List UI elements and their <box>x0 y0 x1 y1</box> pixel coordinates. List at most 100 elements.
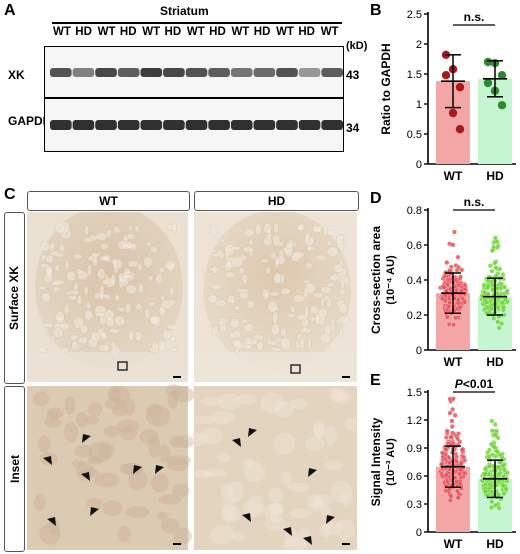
panel-label-b: B <box>370 2 382 19</box>
arrowheads <box>43 428 335 545</box>
chart-b-point <box>441 71 451 80</box>
inset-box-hd <box>290 364 301 374</box>
blot-lane-9: WT <box>231 26 250 38</box>
blot-xk-band-2 <box>72 68 95 77</box>
blot-lane-10: HD <box>253 26 271 38</box>
chart-b-ytick-0: 0 <box>416 159 422 171</box>
blot-gapdh-band-2 <box>72 120 95 130</box>
blot-gapdh-band-3 <box>95 120 117 130</box>
panel-label-e: E <box>370 372 381 389</box>
blot-xk-band-4 <box>117 68 140 77</box>
panel-c-column-wt: WT <box>27 191 190 211</box>
blot-xk-band-8 <box>208 68 230 77</box>
chart-d: 0 0.2 0.4 0.6 0.8 Cross-section area (10⁻⁴ AU)… <box>370 195 516 369</box>
blot-xk-band-11 <box>276 68 298 77</box>
blot-gapdh-membrane <box>44 98 344 152</box>
blot-gapdh-band-9 <box>230 120 253 130</box>
blot-xk-band-12 <box>298 68 321 77</box>
micrograph-hd-inset <box>194 386 357 550</box>
blot-gapdh-band-7 <box>185 120 208 130</box>
blot-row-label-xk: XK <box>8 68 25 82</box>
chart-d-significance: n.s. <box>464 195 485 209</box>
blot-xk-band-5 <box>140 68 163 77</box>
chart-d-ytick-2: 0.4 <box>407 275 422 287</box>
blot-region-label: Striatum <box>160 4 209 18</box>
blot-lane-8: HD <box>209 26 226 38</box>
panel-label-a: A <box>4 2 16 19</box>
chart-b-point <box>497 101 507 110</box>
blot-xk-band-6 <box>163 68 185 77</box>
chart-b-point <box>448 108 458 118</box>
chart-b-point <box>455 125 465 134</box>
scale-bar-hd <box>342 376 350 378</box>
chart-e-ytick-2: 0.6 <box>407 471 422 483</box>
panel-c-column-hd: HD <box>194 191 359 211</box>
blot-lane-12: HD <box>298 26 315 38</box>
inset-box-wt <box>117 361 128 371</box>
blot-lane-labels: WT HD WT HD WT HD WT HD WT HD WT HD WT <box>52 26 342 42</box>
chart-b-significance: n.s. <box>464 10 485 24</box>
blot-row-label-gapdh: GAPDH <box>8 114 52 128</box>
blot-xk-band-13 <box>321 68 343 77</box>
chart-d-ytick-3: 0.6 <box>407 240 422 252</box>
chart-b-point <box>483 57 493 67</box>
blot-lane-4: HD <box>119 26 137 38</box>
blot-lane-13: WT <box>320 26 339 38</box>
chart-e-xtick-wt: WT <box>444 537 463 551</box>
chart-b-ytick-2: 1 <box>416 99 422 111</box>
blot-gapdh-band-13 <box>321 120 343 130</box>
blot-gapdh-band-6 <box>163 120 185 130</box>
panel-c-row-surface-xk: Surface XK <box>4 212 25 384</box>
blot-gapdh-band-4 <box>117 120 140 130</box>
chart-b-ytick-3: 1.5 <box>407 69 422 81</box>
chart-e-ytick-1: 0.3 <box>407 499 422 511</box>
blot-lane-5: WT <box>142 26 161 38</box>
blot-xk-band-3 <box>95 68 117 77</box>
blot-gapdh-band-12 <box>298 120 321 130</box>
blot-lane-2: HD <box>75 26 92 38</box>
blot-xk-band-9 <box>230 68 253 77</box>
blot-xk-membrane <box>44 46 344 98</box>
chart-b: 0 0.5 1 1.5 2 2.5 Ratio to GAPDH WT HD n.s. <box>379 9 516 183</box>
chart-b-ylabel: Ratio to GAPDH <box>379 43 393 134</box>
blot-lane-7: WT <box>186 26 205 38</box>
blot-gapdh-band-1 <box>50 120 72 130</box>
blot-xk-band-10 <box>253 68 276 77</box>
chart-b-point <box>455 83 465 92</box>
scale-bar-wt <box>173 376 181 378</box>
chart-e-ytick-0: 0 <box>416 527 422 539</box>
chart-d-ylabel: Cross-section area <box>370 226 383 334</box>
panel-label-d: D <box>370 190 382 207</box>
chart-e-ytick-3: 0.9 <box>407 443 422 455</box>
chart-b-xtick-hd: HD <box>486 169 504 183</box>
chart-b-ytick-4: 2 <box>416 39 422 51</box>
panel-c-row-inset: Inset <box>4 386 25 552</box>
chart-b-point <box>497 71 507 80</box>
chart-e-ytick-5: 1.5 <box>407 387 422 399</box>
blot-lane-1: WT <box>53 26 71 38</box>
micrograph-grid <box>27 212 357 550</box>
blot-lane-6: HD <box>164 26 182 38</box>
blot-xk-band-1 <box>50 68 72 77</box>
chart-d-xtick-wt: WT <box>444 355 463 369</box>
chart-b-ytick-1: 0.5 <box>407 129 422 141</box>
blot-gapdh-band-5 <box>140 120 163 130</box>
chart-d-ytick-4: 0.8 <box>407 205 422 217</box>
blot-marker-34: 34 <box>346 121 360 135</box>
chart-e-ylabel: Signal Intensity <box>370 417 383 506</box>
chart-b-xtick-wt: WT <box>444 169 463 183</box>
blot-marker-43: 43 <box>346 68 360 82</box>
chart-e-ylabel-unit: (10⁻³ AU) <box>385 438 397 486</box>
blot-lane-11: WT <box>276 26 294 38</box>
blot-gapdh-band-8 <box>208 120 230 130</box>
chart-b-point <box>483 78 493 88</box>
chart-d-ytick-0: 0 <box>416 345 422 357</box>
chart-d-xtick-hd: HD <box>486 355 504 369</box>
blot-xk-band-7 <box>185 68 208 77</box>
blot-gapdh-band-10 <box>253 120 276 130</box>
chart-e-significance: P<0.01 <box>455 377 494 391</box>
panel-label-c: C <box>4 186 16 203</box>
chart-d-ytick-1: 0.2 <box>407 310 422 322</box>
chart-e-ytick-4: 1.2 <box>407 415 422 427</box>
chart-d-ylabel-unit: (10⁻⁴ AU) <box>385 255 397 305</box>
